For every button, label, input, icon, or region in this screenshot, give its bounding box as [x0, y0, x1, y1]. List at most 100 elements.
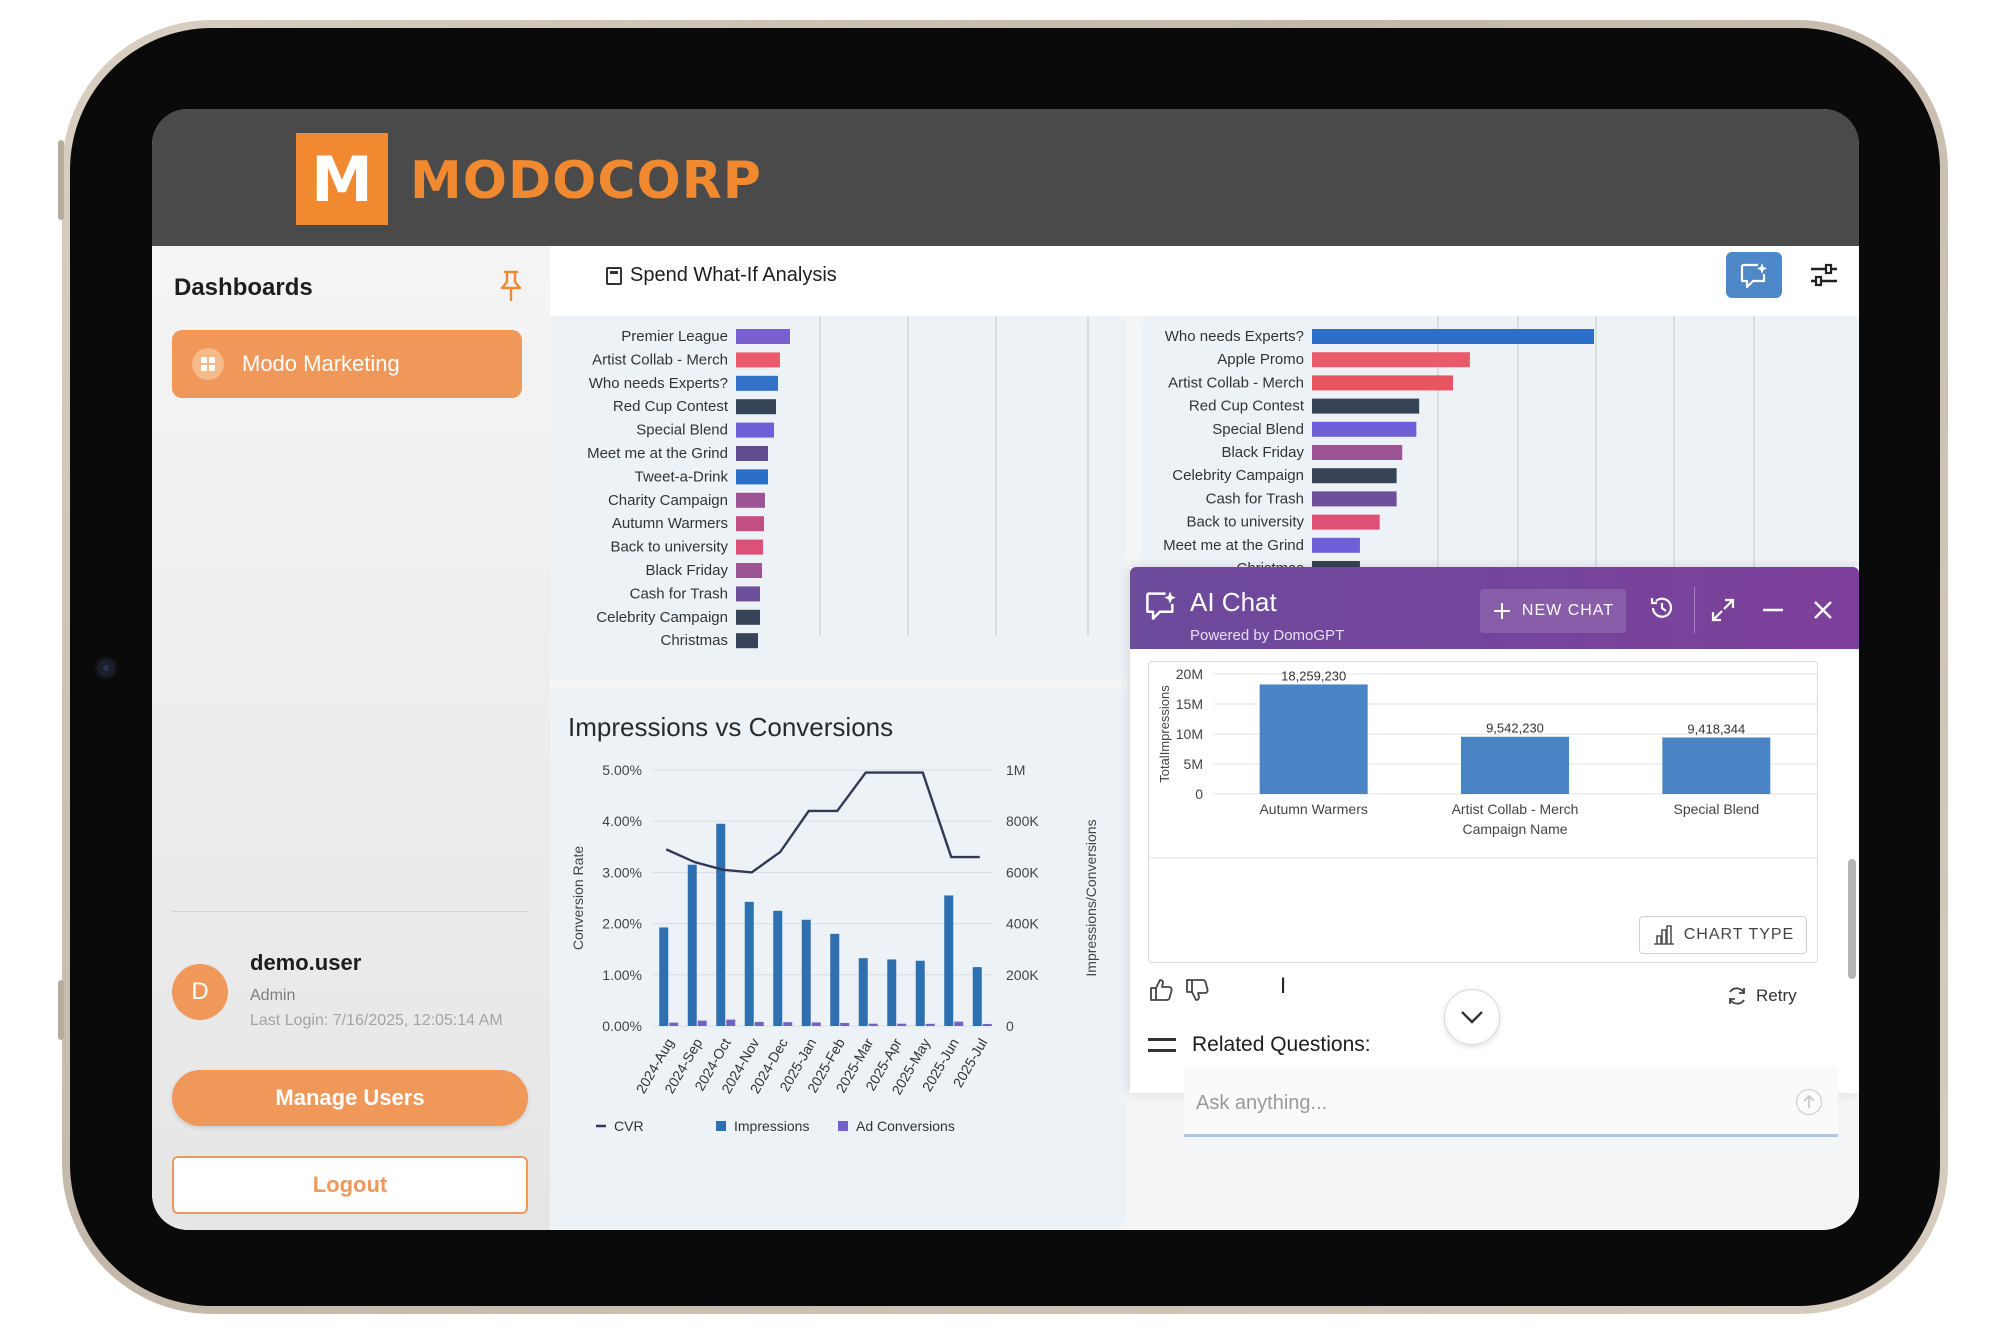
bar — [736, 329, 790, 344]
bar — [1461, 736, 1569, 794]
bar-label: Meet me at the Grind — [587, 445, 728, 462]
bar — [736, 422, 774, 438]
bar — [736, 492, 765, 508]
expand-icon[interactable] — [1710, 597, 1736, 623]
impressions-bar — [944, 895, 954, 1026]
bar-label: Autumn Warmers — [612, 515, 728, 532]
last-login: Last Login: 7/16/2025, 12:05:14 AM — [250, 1012, 503, 1029]
y-right-tick: 400K — [1006, 916, 1039, 932]
bar-label: Back to university — [610, 539, 728, 556]
chart-right-svg: Who needs Experts? Apple Promo Artist Coll… — [1163, 316, 1755, 577]
history-icon[interactable] — [1648, 594, 1676, 622]
data-label: 18,259,230 — [1281, 668, 1346, 683]
chat-title: AI Chat — [1190, 587, 1277, 617]
bar — [1662, 737, 1771, 794]
close-icon[interactable] — [1810, 597, 1836, 623]
user-role: Admin — [250, 987, 296, 1004]
y-tick: 10M — [1176, 726, 1203, 742]
bar — [736, 469, 768, 485]
legend-label: Ad Conversions — [856, 1118, 955, 1134]
text-cursor-icon: I — [1280, 973, 1287, 998]
y-tick: 0 — [1195, 786, 1203, 802]
avatar[interactable]: D — [172, 964, 228, 1020]
legend-label: Impressions — [734, 1118, 809, 1134]
logo-letter: M — [311, 142, 373, 216]
pin-icon[interactable] — [498, 270, 524, 302]
related-questions-label: Related Questions: — [1192, 1033, 1371, 1056]
x-tick: Artist Collab - Merch — [1452, 801, 1579, 817]
y-left-tick: 1.00% — [602, 967, 642, 983]
new-chat-button[interactable]: NEW CHAT — [1480, 589, 1626, 633]
impressions-bar — [830, 933, 840, 1026]
ai-chat-launch-button[interactable] — [1726, 252, 1782, 298]
page-header: Spend What-If Analysis — [550, 246, 1859, 316]
x-tick: Autumn Warmers — [1259, 801, 1367, 817]
bar-label: Special Blend — [636, 422, 728, 439]
thumbs-down-icon[interactable] — [1184, 977, 1210, 1003]
dashboard-grid-icon — [192, 348, 224, 380]
y-left-label: Conversion Rate — [570, 846, 586, 950]
impressions-vs-conversions-chart: Impressions vs Conversions 0.00% 1.00% 2.00… — [550, 688, 1126, 1228]
bar-label: Cash for Trash — [630, 585, 728, 602]
y-right-tick: 600K — [1006, 864, 1039, 880]
y-left-tick: 3.00% — [602, 864, 642, 880]
bar-label: Black Friday — [1221, 444, 1304, 461]
retry-button[interactable]: Retry — [1726, 985, 1797, 1007]
camera-lens — [94, 656, 118, 680]
ad-conversions-bar — [982, 1023, 992, 1026]
scroll-down-button[interactable] — [1444, 989, 1500, 1045]
ai-chat-icon — [1146, 591, 1176, 620]
legend-label: CVR — [614, 1118, 644, 1134]
bar — [736, 516, 764, 532]
chat-scrollbar[interactable] — [1848, 859, 1856, 979]
ad-conversions-bar — [754, 1021, 764, 1026]
tablet-side-button — [58, 980, 64, 1040]
retry-label: Retry — [1756, 986, 1797, 1005]
ad-conversions-bar — [840, 1022, 850, 1026]
bar-label: Celebrity Campaign — [1172, 467, 1304, 484]
page-title-text: Spend What-If Analysis — [630, 264, 837, 286]
y-tick: 20M — [1176, 666, 1203, 682]
filter-settings-icon[interactable] — [1808, 260, 1840, 290]
send-button[interactable] — [1796, 1089, 1822, 1115]
impressions-bar — [858, 958, 868, 1026]
y-left-tick: 4.00% — [602, 813, 642, 829]
app-screen: M MODOCORP Dashboards Modo Marketing D d… — [152, 109, 1859, 1230]
bar-label: Charity Campaign — [608, 492, 728, 509]
thumbs-up-icon[interactable] — [1148, 977, 1174, 1003]
chevron-down-icon — [1461, 1011, 1483, 1024]
y-right-label: Impressions/Conversions — [1083, 819, 1099, 976]
campaign-bar-chart-left: Premier League Artist Collab - Merch Who n… — [550, 316, 1126, 680]
bar — [1312, 375, 1453, 391]
bar-label: Black Friday — [645, 562, 728, 579]
chart-type-button[interactable]: CHART TYPE — [1639, 916, 1807, 954]
bar — [736, 633, 758, 649]
y-right-tick: 200K — [1006, 967, 1039, 983]
ad-conversions-bar — [954, 1021, 964, 1026]
logout-button[interactable]: Logout — [172, 1156, 528, 1214]
impressions-bar — [687, 864, 697, 1026]
impressions-bar — [801, 919, 811, 1026]
minimize-icon[interactable] — [1760, 597, 1786, 623]
data-label: 9,542,230 — [1486, 721, 1544, 736]
y-right-tick: 1M — [1006, 762, 1025, 778]
bar-label: Christmas — [660, 632, 728, 649]
ad-conversions-bar — [811, 1022, 821, 1026]
chat-input[interactable] — [1196, 1085, 1776, 1121]
brand-logo[interactable]: M — [296, 133, 388, 225]
bar — [736, 539, 763, 555]
sidebar: Dashboards Modo Marketing D demo.user Ad… — [152, 246, 550, 1230]
y-right-tick: 0 — [1006, 1018, 1014, 1034]
bar — [736, 352, 780, 368]
y-axis-label: TotalImpressions — [1157, 685, 1172, 783]
sidebar-divider — [172, 911, 528, 912]
bar — [1312, 398, 1420, 414]
header-divider — [1694, 587, 1695, 633]
manage-users-button[interactable]: Manage Users — [172, 1070, 528, 1126]
bar — [736, 446, 768, 461]
sidebar-item-modo-marketing[interactable]: Modo Marketing — [172, 330, 522, 398]
bar-label: Premier League — [621, 328, 728, 345]
ad-conversions-bar — [925, 1023, 935, 1026]
bar — [1312, 537, 1360, 553]
y-left-tick: 2.00% — [602, 916, 642, 932]
